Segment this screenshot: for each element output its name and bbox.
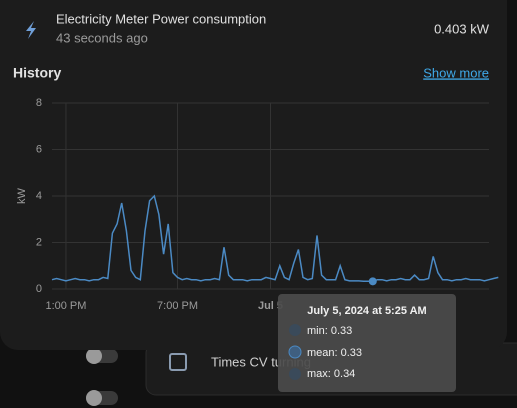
row-icon (169, 353, 187, 371)
y-tick-label: 4 (36, 190, 42, 202)
chart: 0 2 4 6 8 kW 1:00 PM 7:00 PM Jul 5 (16, 97, 499, 312)
y-tick-label: 2 (36, 236, 42, 248)
x-tick-label: Jul 5 (258, 300, 283, 312)
tooltip-marker (289, 324, 301, 336)
toggle-knob (86, 348, 102, 364)
tooltip-marker (288, 345, 302, 359)
entity-icon (26, 21, 36, 39)
tooltip-marker (289, 368, 301, 380)
y-axis-label: kW (16, 187, 28, 204)
toggle-knob (86, 390, 102, 406)
tooltip-row: min: 0.33 (307, 325, 352, 337)
line-series (51, 194, 499, 283)
last-changed: 43 seconds ago (56, 30, 148, 45)
tooltip-row: max: 0.34 (307, 368, 355, 380)
dialog (0, 0, 507, 350)
x-tick-label: 7:00 PM (157, 300, 198, 312)
tooltip (278, 294, 456, 392)
y-tick-label: 8 (36, 97, 42, 109)
show-more-link[interactable]: Show more (423, 65, 489, 80)
hover-point (368, 277, 377, 286)
x-tick-label: 1:00 PM (45, 300, 86, 312)
entity-name: Electricity Meter Power consumption (56, 11, 266, 26)
entity-state: 0.403 kW (434, 21, 490, 36)
y-tick-label: 6 (36, 143, 42, 155)
y-tick-label: 0 (36, 283, 42, 295)
tooltip-row: mean: 0.33 (307, 347, 362, 359)
tooltip-title: July 5, 2024 at 5:25 AM (307, 305, 426, 317)
history-title: History (13, 65, 61, 81)
